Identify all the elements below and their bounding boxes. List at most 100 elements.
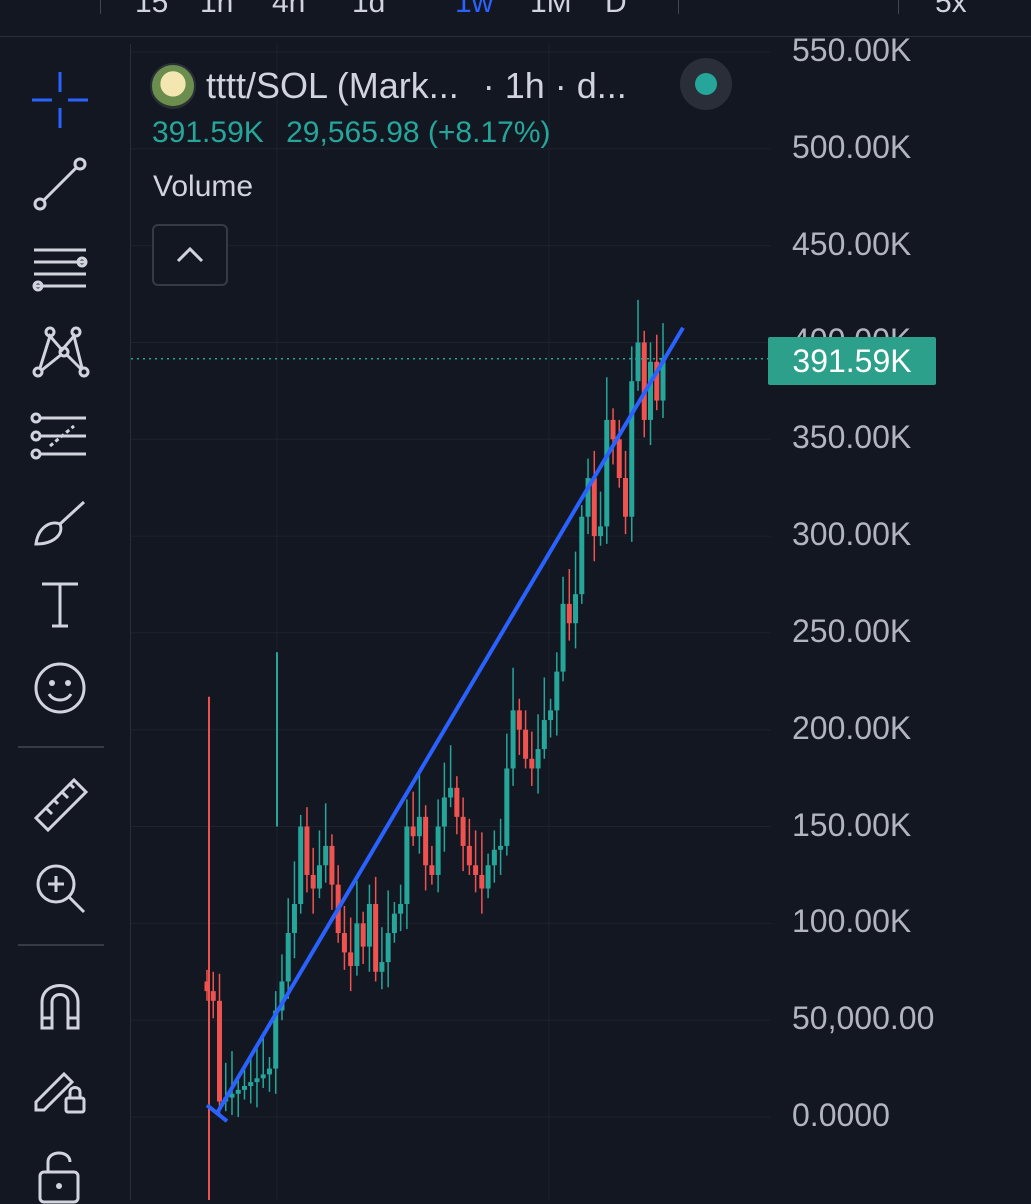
price-axis-label: 250.00K [792, 612, 912, 649]
unlock-icon[interactable] [30, 1144, 90, 1204]
candle-body [373, 904, 379, 972]
trend-line-handle [205, 1103, 229, 1123]
timeframe-4h[interactable]: 4h [272, 0, 306, 19]
candle-body [410, 826, 416, 837]
candle-body [423, 816, 429, 866]
horizontal-lines-icon[interactable] [30, 238, 90, 298]
candle-body [310, 874, 316, 889]
candle-body [266, 1068, 272, 1075]
candle-body [498, 845, 504, 850]
chart-legend[interactable]: tttt/SOL (Mark... · 1h · d... [150, 58, 627, 114]
current-price-tag: 391.59K [768, 337, 936, 385]
market-status-indicator[interactable] [680, 58, 732, 110]
chart-pane[interactable] [130, 44, 1031, 1200]
candle-body [610, 419, 616, 440]
candle-body [348, 952, 354, 966]
candle-body [416, 816, 422, 837]
candle-body [454, 787, 460, 817]
timeframe-15[interactable]: 15 [135, 0, 169, 19]
candle-body [616, 439, 622, 478]
candle-body [654, 361, 660, 401]
candle-body [473, 865, 479, 875]
price-axis-label: 350.00K [792, 419, 912, 456]
candle-body [604, 419, 610, 527]
price-axis-label: 550.00K [792, 32, 912, 68]
candle-body [541, 720, 547, 750]
timeframe-1h[interactable]: 1h [200, 0, 234, 19]
timeframe-1w[interactable]: 1w [455, 0, 494, 19]
candle-body [479, 874, 485, 889]
candle-body [404, 826, 410, 904]
candle-body [641, 342, 647, 420]
multiplier[interactable]: 5x [935, 0, 967, 19]
timeframe-1d[interactable]: 1d [352, 0, 386, 19]
candle-body [579, 516, 585, 595]
lock-drawing-icon[interactable] [30, 1058, 90, 1118]
candle-body [660, 357, 666, 401]
candle-body [204, 981, 210, 992]
candle-body [229, 1093, 235, 1098]
candle-body [360, 923, 366, 947]
candle-body [510, 710, 516, 769]
candle-body [435, 826, 441, 875]
volume-label: Volume [153, 170, 254, 203]
symbol-title[interactable]: tttt/SOL (Mark... [206, 65, 459, 106]
emoji-icon[interactable] [30, 658, 90, 718]
candle-body [379, 962, 385, 972]
candle-body [273, 1010, 279, 1069]
toolbar-divider-2 [18, 944, 104, 946]
candle-body [398, 904, 404, 914]
candle-body [354, 923, 360, 966]
interval-label[interactable]: · 1h · d... [482, 65, 627, 106]
candle-body [448, 787, 454, 798]
candle-body [254, 1078, 260, 1083]
brush-icon[interactable] [30, 490, 90, 550]
collapse-legend-button[interactable] [152, 224, 228, 286]
candle-body [441, 797, 447, 827]
top-toolbar: 15 1h 4h 1d 1w 1M D 5x [0, 0, 1031, 37]
candle-body [548, 710, 554, 721]
zoom-in-icon[interactable] [30, 858, 90, 918]
price-axis-label: 50,000.00 [792, 1000, 935, 1037]
legend-values: 391.59K 29,565.98 (+8.17%) [152, 116, 565, 150]
legend-price: 391.59K [152, 116, 264, 149]
candle-body [285, 933, 291, 982]
price-axis-label: 150.00K [792, 806, 912, 843]
ruler-icon[interactable] [30, 774, 90, 834]
candle-body [516, 710, 522, 730]
candle-body [648, 361, 654, 420]
timeframe-1m[interactable]: 1M [530, 0, 572, 19]
text-icon[interactable] [30, 574, 90, 634]
candle-body [260, 1074, 266, 1079]
price-axis-label: 450.00K [792, 225, 912, 262]
prediction-icon[interactable] [30, 406, 90, 466]
candle-body [298, 826, 304, 904]
candle-body [248, 1082, 254, 1087]
candle-body [629, 381, 635, 517]
candle-body [560, 603, 566, 672]
timeframe-d[interactable]: D [605, 0, 627, 19]
token-avatar [150, 63, 196, 109]
candle-body [429, 865, 435, 875]
candle-body [460, 816, 466, 846]
toolbar-divider [18, 746, 104, 748]
chevron-up-icon [176, 246, 204, 263]
candle-body [279, 981, 285, 1011]
crosshair-icon[interactable] [30, 70, 90, 130]
candle-body [210, 991, 216, 1001]
trend-line [215, 326, 685, 1115]
candle-body [535, 749, 541, 769]
candle-body [341, 933, 347, 953]
trend-line-icon[interactable] [30, 154, 90, 214]
price-chart[interactable] [131, 44, 1031, 1200]
candle-body [466, 845, 472, 866]
legend-change: 29,565.98 (+8.17%) [286, 116, 551, 149]
pattern-icon[interactable] [30, 322, 90, 382]
price-axis-label: 500.00K [792, 128, 912, 165]
candle-body [554, 671, 560, 711]
candle-body [585, 478, 591, 517]
price-axis-label: 100.00K [792, 903, 912, 940]
candle-body [491, 849, 497, 866]
candle-body [635, 342, 641, 382]
magnet-icon[interactable] [30, 974, 90, 1034]
